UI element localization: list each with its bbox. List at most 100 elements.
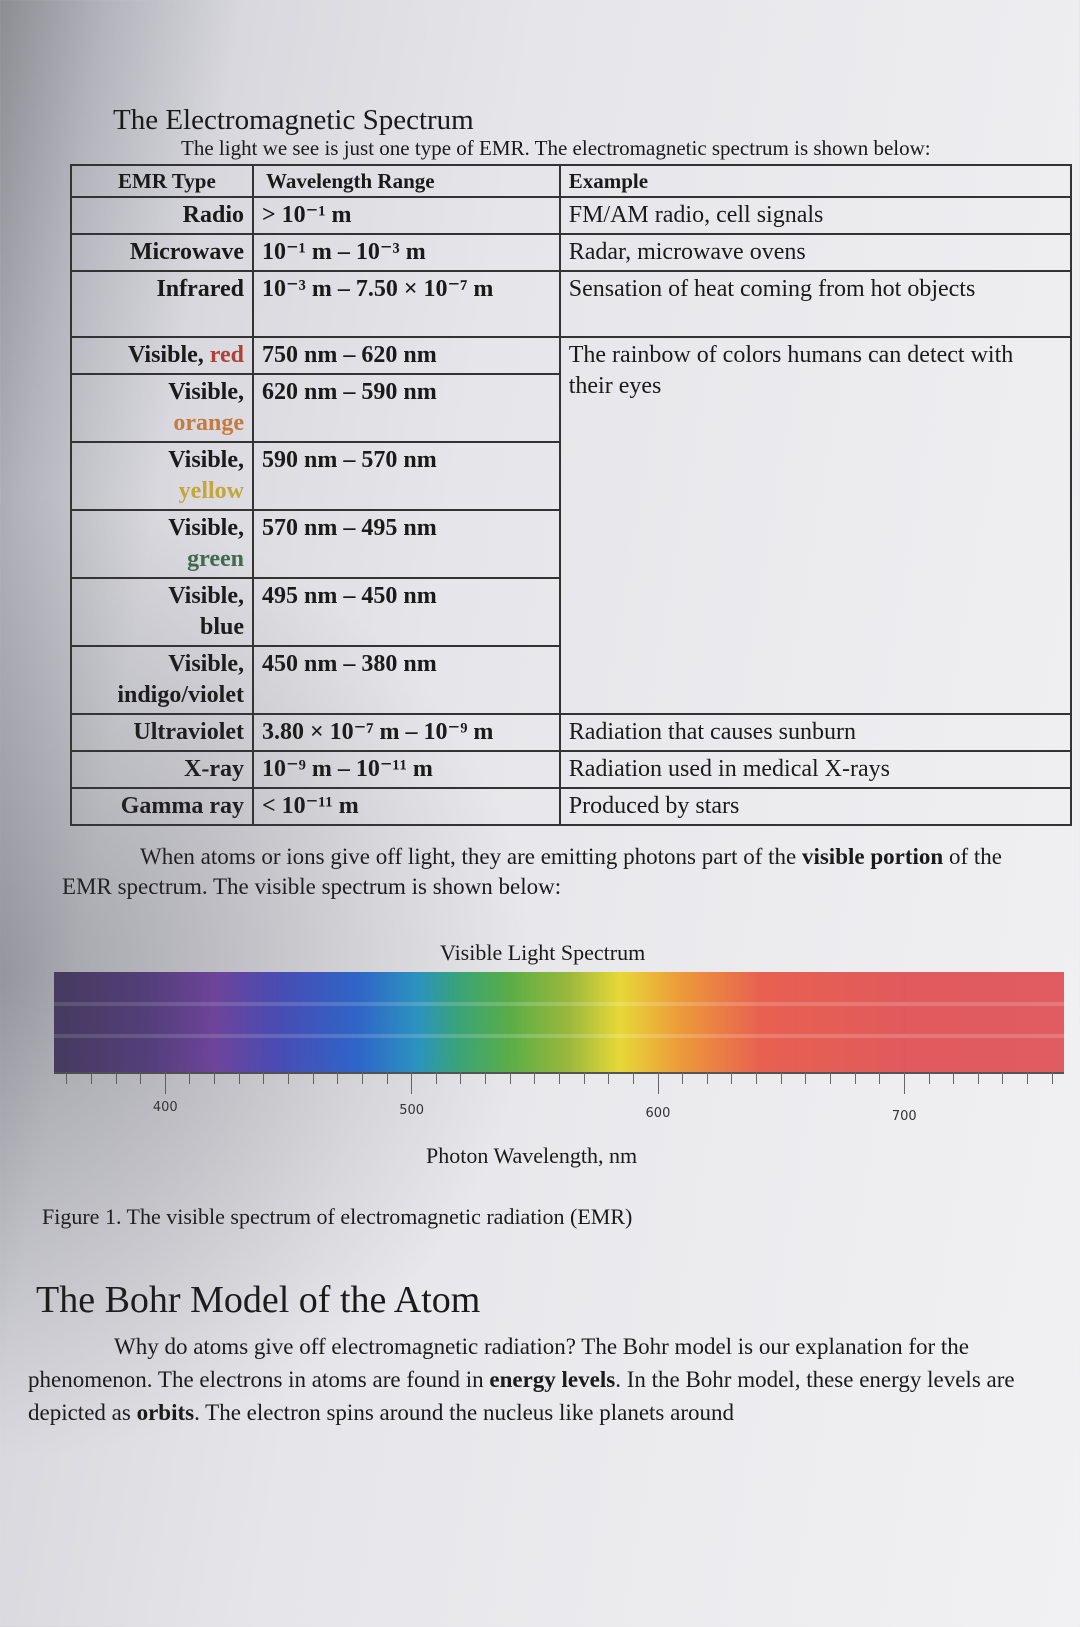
emr-type-cell: Visible, orange xyxy=(70,373,254,443)
header-example: Example xyxy=(558,164,1073,198)
axis-tick-label: 500 xyxy=(399,1103,425,1118)
emr-type-cell: Infrared xyxy=(70,270,254,338)
visible-prefix: Visible, xyxy=(168,583,244,609)
table-row: Visible, blue 495 nm – 450 nm xyxy=(70,577,1071,647)
visible-prefix: Visible, xyxy=(168,379,244,405)
emr-type-cell: Microwave xyxy=(70,233,254,272)
table-row: Visible, green 570 nm – 495 nm xyxy=(70,509,1071,579)
axis-minor-tick xyxy=(706,1072,708,1084)
axis-minor-tick xyxy=(879,1072,881,1084)
axis-minor-tick xyxy=(485,1072,487,1084)
wavelength-cell: 590 nm – 570 nm xyxy=(252,441,561,511)
wavelength-cell: 10⁻⁹ m – 10⁻¹¹ m xyxy=(252,750,561,789)
axis-minor-tick xyxy=(460,1072,462,1084)
figure-title: Visible Light Spectrum xyxy=(440,940,646,965)
visible-prefix: Visible, xyxy=(168,447,244,473)
example-cell: FM/AM radio, cell signals xyxy=(558,196,1073,235)
axis-tick-label: 700 xyxy=(891,1109,917,1124)
axis-minor-tick xyxy=(115,1072,117,1084)
axis-major-tick xyxy=(903,1072,905,1094)
visible-portion-paragraph: When atoms or ions give off light, they … xyxy=(62,842,1047,902)
wavelength-cell: > 10⁻¹ m xyxy=(252,196,561,235)
table-row: Microwave 10⁻¹ m – 10⁻³ m Radar, microwa… xyxy=(70,233,1073,272)
color-word-blue: blue xyxy=(199,614,244,640)
axis-minor-tick xyxy=(632,1072,634,1084)
axis-tick-label: 400 xyxy=(152,1100,178,1115)
wavelength-cell: 620 nm – 590 nm xyxy=(252,373,561,443)
section-title-emr: The Electromagnetic Spectrum xyxy=(113,104,474,136)
color-word-red: red xyxy=(209,342,244,368)
color-word-green: green xyxy=(187,546,244,572)
wavelength-cell: < 10⁻¹¹ m xyxy=(252,787,561,826)
table-row: Visible, yellow 590 nm – 570 nm xyxy=(70,441,1071,511)
axis-minor-tick xyxy=(509,1072,511,1084)
axis-minor-tick xyxy=(805,1072,807,1084)
axis-minor-tick xyxy=(780,1072,782,1084)
color-word-orange: orange xyxy=(173,410,244,436)
visible-spectrum-bar xyxy=(54,972,1064,1072)
table-row: Visible, orange 620 nm – 590 nm xyxy=(70,373,1071,443)
table-header-row: EMR Type Wavelength Range Example xyxy=(70,164,1073,198)
axis-minor-tick xyxy=(435,1072,437,1084)
axis-minor-tick xyxy=(312,1072,314,1084)
wavelength-cell: 10⁻³ m – 7.50 × 10⁻⁷ m xyxy=(252,270,561,338)
axis-minor-tick xyxy=(731,1072,733,1084)
bold-term: visible portion xyxy=(801,844,944,869)
axis-minor-tick xyxy=(1027,1072,1029,1084)
axis-minor-tick xyxy=(928,1072,930,1084)
color-word-indigo-violet: indigo/violet xyxy=(117,682,244,708)
axis-minor-tick xyxy=(263,1072,265,1084)
emr-type-cell: Radio xyxy=(70,196,254,235)
example-cell: Radiation used in medical X-rays xyxy=(558,750,1073,789)
spectrum-streak xyxy=(54,1034,1064,1038)
paragraph-text: of the EMR spectrum. The visible spectru… xyxy=(62,844,1002,899)
spectrum-streak xyxy=(54,1002,1064,1006)
emr-type-cell: Ultraviolet xyxy=(70,713,254,752)
example-cell: Sensation of heat coming from hot object… xyxy=(558,270,1073,338)
axis-minor-tick xyxy=(953,1072,955,1084)
axis-minor-tick xyxy=(386,1072,388,1084)
axis-minor-tick xyxy=(90,1072,92,1084)
emr-type-cell: Visible, yellow xyxy=(70,441,254,511)
wavelength-axis: 400 500 600 700 xyxy=(54,1072,1064,1124)
axis-major-tick xyxy=(411,1072,413,1094)
axis-tick-label: 600 xyxy=(645,1106,671,1121)
table-row: Visible, red 750 nm – 620 nm The rainbow… xyxy=(70,336,1073,715)
paragraph-text: . In the Bohr model, these energy levels… xyxy=(28,1367,1015,1425)
wavelength-cell: 750 nm – 620 nm xyxy=(252,336,561,375)
axis-minor-tick xyxy=(682,1072,684,1084)
table-row: X-ray 10⁻⁹ m – 10⁻¹¹ m Radiation used in… xyxy=(70,750,1073,789)
emr-table: EMR Type Wavelength Range Example Radio … xyxy=(70,164,1073,826)
emr-type-cell: Visible, green xyxy=(70,509,254,579)
wavelength-cell: 10⁻¹ m – 10⁻³ m xyxy=(252,233,561,272)
axis-minor-tick xyxy=(534,1072,536,1084)
axis-minor-tick xyxy=(854,1072,856,1084)
axis-minor-tick xyxy=(66,1072,68,1084)
example-cell: Radiation that causes sunburn xyxy=(558,713,1073,752)
axis-minor-tick xyxy=(583,1072,585,1084)
paragraph-text: . The electron spins around the nucleus … xyxy=(194,1400,735,1425)
axis-major-tick xyxy=(657,1072,659,1094)
wavelength-cell: 3.80 × 10⁻⁷ m – 10⁻⁹ m xyxy=(252,713,561,752)
bohr-paragraph: Why do atoms give off electromagnetic ra… xyxy=(28,1330,1080,1429)
table-row: Infrared 10⁻³ m – 7.50 × 10⁻⁷ m Sensatio… xyxy=(70,270,1073,338)
section-intro: The light we see is just one type of EMR… xyxy=(181,136,931,160)
bold-term: energy levels xyxy=(489,1367,616,1392)
wavelength-cell: 450 nm – 380 nm xyxy=(252,645,561,715)
axis-minor-tick xyxy=(977,1072,979,1084)
figure-caption: Figure 1. The visible spectrum of electr… xyxy=(42,1204,633,1229)
axis-minor-tick xyxy=(361,1072,363,1084)
emr-type-cell: Visible, red xyxy=(70,336,254,375)
axis-minor-tick xyxy=(1051,1072,1053,1084)
wavelength-cell: 495 nm – 450 nm xyxy=(252,577,561,647)
table-row: Gamma ray < 10⁻¹¹ m Produced by stars xyxy=(70,787,1073,826)
axis-minor-tick xyxy=(829,1072,831,1084)
emr-type-cell: Gamma ray xyxy=(70,787,254,826)
header-emr-type: EMR Type xyxy=(70,164,254,198)
axis-minor-tick xyxy=(756,1072,758,1084)
visible-prefix: Visible, xyxy=(168,651,244,677)
axis-major-tick xyxy=(164,1072,166,1094)
visible-prefix: Visible, xyxy=(127,342,204,368)
emr-type-cell: X-ray xyxy=(70,750,254,789)
